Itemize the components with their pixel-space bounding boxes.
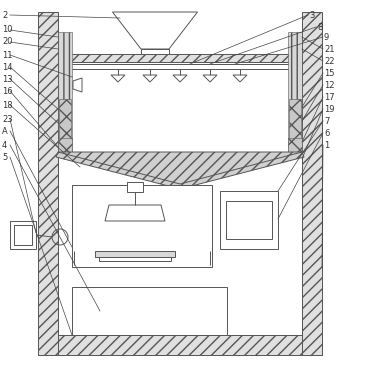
Bar	[72, 287, 227, 335]
Bar	[58, 54, 302, 62]
Bar	[58, 32, 72, 152]
Bar	[288, 138, 302, 154]
Polygon shape	[56, 152, 304, 189]
Text: 2: 2	[2, 11, 7, 19]
Bar	[64, 64, 296, 69]
Text: 23: 23	[2, 115, 12, 124]
Text: 22: 22	[324, 57, 335, 65]
Polygon shape	[112, 12, 198, 49]
Text: 3: 3	[309, 11, 314, 19]
Bar	[58, 138, 72, 154]
Bar	[220, 191, 278, 249]
Bar	[288, 32, 302, 152]
Polygon shape	[173, 75, 187, 82]
Polygon shape	[143, 75, 157, 82]
Text: 15: 15	[324, 69, 335, 77]
Text: 7: 7	[324, 116, 329, 126]
Text: 10: 10	[2, 25, 12, 34]
Polygon shape	[105, 205, 165, 221]
Bar	[58, 62, 302, 335]
Bar	[38, 335, 322, 355]
Text: 14: 14	[2, 62, 12, 72]
Bar	[14, 225, 32, 245]
Polygon shape	[203, 75, 217, 82]
Text: 5: 5	[2, 153, 7, 161]
Bar	[127, 182, 143, 192]
Text: 4: 4	[2, 141, 7, 149]
Polygon shape	[73, 78, 82, 92]
Bar	[72, 185, 212, 267]
Text: 12: 12	[324, 80, 335, 90]
Text: 21: 21	[324, 44, 335, 54]
Bar	[226, 201, 272, 239]
Text: 8: 8	[317, 22, 322, 32]
Bar	[10, 221, 36, 249]
Text: 1: 1	[324, 141, 329, 149]
Bar	[59, 99, 71, 147]
Text: 20: 20	[2, 37, 12, 47]
Bar	[99, 257, 171, 261]
Bar	[289, 99, 301, 147]
Text: 17: 17	[324, 92, 335, 102]
Text: 9: 9	[324, 33, 329, 41]
Bar	[95, 251, 175, 257]
Text: 16: 16	[2, 87, 12, 95]
Bar	[38, 12, 58, 355]
Polygon shape	[111, 75, 125, 82]
Polygon shape	[233, 75, 247, 82]
Text: 13: 13	[2, 75, 12, 84]
Text: 19: 19	[324, 105, 335, 113]
Text: 18: 18	[2, 101, 12, 109]
Text: 6: 6	[324, 128, 329, 138]
Bar	[141, 49, 169, 54]
Text: 11: 11	[2, 51, 12, 59]
Bar	[302, 12, 322, 355]
Text: A: A	[2, 127, 8, 135]
